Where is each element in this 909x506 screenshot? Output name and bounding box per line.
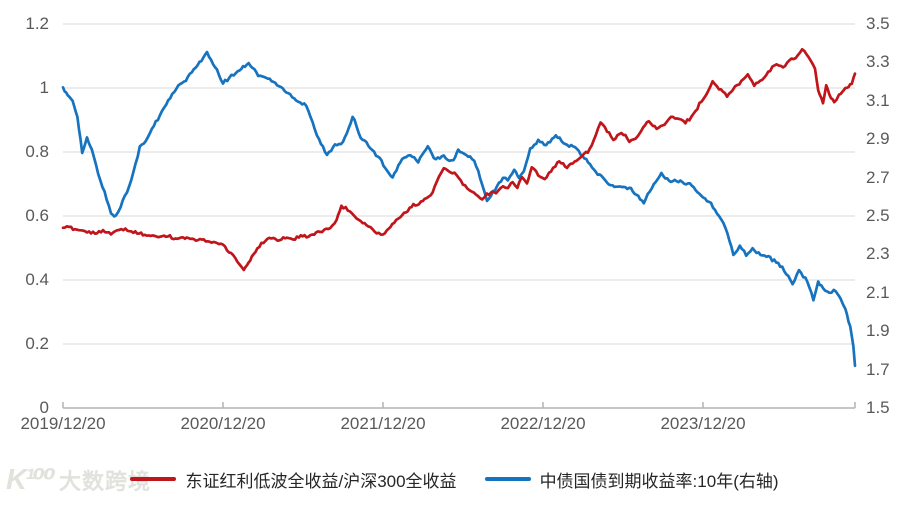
- left-axis-tick-label: 0.8: [25, 142, 49, 161]
- left-axis-tick-label: 0.2: [25, 334, 49, 353]
- right-axis-tick-label: 1.5: [866, 398, 890, 417]
- right-axis-tick-label: 2.1: [866, 282, 890, 302]
- x-axis-tick-label: 2023/12/20: [660, 414, 746, 433]
- legend-item-yield[interactable]: 中债国债到期收益率:10年(右轴): [484, 467, 779, 492]
- right-axis-tick-label: 3.3: [866, 52, 890, 72]
- left-axis-tick-label: 0.6: [25, 206, 49, 225]
- right-axis-tick-label: 2.7: [866, 167, 890, 187]
- x-axis-tick-label: 2021/12/20: [340, 414, 426, 433]
- x-axis-tick-label: 2020/12/20: [180, 414, 266, 433]
- right-axis-tick-label: 3.5: [866, 14, 890, 33]
- right-axis-tick-label: 2.9: [866, 129, 890, 149]
- legend-label-yield: 中债国债到期收益率:10年(右轴): [539, 471, 779, 491]
- legend-item-ratio[interactable]: 东证红利低波全收益/沪深300全收益: [130, 467, 457, 492]
- left-axis-tick-label: 0: [39, 398, 49, 417]
- left-axis-tick-label: 0.4: [25, 270, 49, 289]
- legend-label-ratio: 东证红利低波全收益/沪深300全收益: [185, 471, 457, 491]
- right-axis-tick-label: 2.5: [866, 206, 890, 225]
- right-axis-tick-label: 2.3: [866, 244, 890, 264]
- left-axis-tick-label: 1.2: [25, 14, 49, 33]
- x-axis-tick-label: 2022/12/20: [500, 414, 586, 433]
- x-axis-tick-label: 2019/12/20: [20, 414, 106, 433]
- series-line-ratio: [61, 47, 857, 272]
- legend-line-red-icon: [130, 477, 177, 481]
- legend: 东证红利低波全收益/沪深300全收益 中债国债到期收益率:10年(右轴): [0, 464, 909, 494]
- left-axis-tick-label: 1: [39, 78, 49, 97]
- series-line-yield: [61, 50, 857, 368]
- legend-line-blue-icon: [484, 477, 531, 481]
- right-axis-tick-label: 1.9: [866, 321, 890, 341]
- right-axis-tick-label: 1.7: [866, 359, 890, 379]
- right-axis-tick-label: 3.1: [866, 90, 890, 110]
